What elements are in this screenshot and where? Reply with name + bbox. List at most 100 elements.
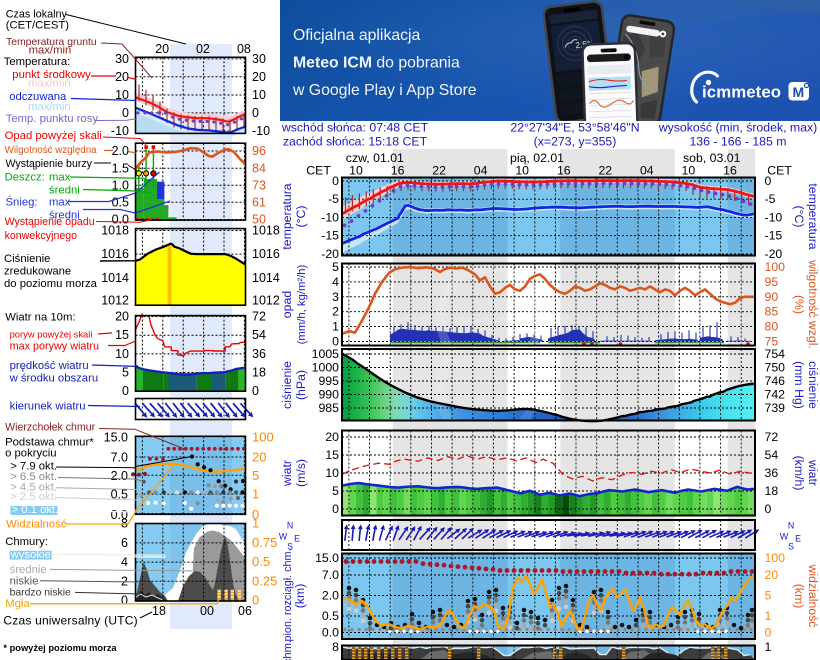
- svg-text:S: S: [287, 542, 293, 552]
- svg-text:16: 16: [723, 164, 737, 178]
- svg-text:punkt środkowy: punkt środkowy: [12, 69, 91, 81]
- svg-text:16: 16: [557, 164, 571, 178]
- svg-text:odczuwana: odczuwana: [9, 91, 67, 103]
- svg-text:5: 5: [122, 366, 129, 380]
- svg-text:zachm.: zachm.: [282, 640, 294, 660]
- svg-text:(x=273, y=355): (x=273, y=355): [534, 135, 617, 149]
- svg-text:temperatura: temperatura: [280, 183, 294, 249]
- svg-text:CET: CET: [306, 164, 331, 178]
- svg-text:prędkość wiatru: prędkość wiatru: [10, 360, 89, 372]
- svg-text:754: 754: [765, 347, 786, 361]
- svg-text:6: 6: [121, 536, 128, 550]
- svg-text:(m/s): (m/s): [294, 459, 308, 487]
- svg-text:1005: 1005: [312, 347, 340, 361]
- svg-text:-10: -10: [252, 124, 270, 138]
- svg-text:bardzo niskie: bardzo niskie: [10, 588, 71, 599]
- svg-text:10: 10: [252, 88, 266, 102]
- svg-text:0: 0: [252, 507, 259, 522]
- svg-text:20: 20: [115, 310, 129, 324]
- svg-text:-15: -15: [765, 229, 783, 243]
- svg-text:Wystąpienie burzy: Wystąpienie burzy: [6, 158, 93, 170]
- svg-text:10: 10: [115, 347, 129, 361]
- svg-text:(%): (%): [792, 295, 806, 314]
- svg-text:00: 00: [200, 604, 214, 618]
- svg-text:18: 18: [252, 366, 266, 380]
- svg-text:max/min: max/min: [29, 45, 72, 57]
- svg-text:0.75: 0.75: [252, 535, 277, 550]
- svg-text:15.0: 15.0: [104, 430, 128, 444]
- svg-text:S: S: [788, 542, 794, 552]
- svg-text:100: 100: [765, 260, 786, 274]
- svg-text:wiatr: wiatr: [280, 460, 294, 487]
- svg-text:(hPa): (hPa): [294, 370, 308, 400]
- svg-text:10: 10: [349, 164, 363, 178]
- svg-text:1016: 1016: [252, 247, 280, 261]
- svg-text:2.5°: 2.5°: [575, 39, 591, 51]
- svg-text:pion. rozciągł. chm.: pion. rozciągł. chm.: [282, 548, 294, 641]
- svg-text:136 - 166 - 185 m: 136 - 166 - 185 m: [689, 135, 786, 149]
- svg-text:Wiatr na 10m:: Wiatr na 10m:: [5, 311, 75, 323]
- svg-text:4: 4: [332, 275, 339, 289]
- svg-text:(mm/h, kg/m²/h): (mm/h, kg/m²/h): [296, 264, 308, 344]
- svg-text:N: N: [788, 521, 794, 531]
- svg-text:ciśnienie: ciśnienie: [806, 361, 820, 409]
- svg-text:0.5: 0.5: [252, 554, 270, 569]
- svg-text:02: 02: [196, 42, 210, 56]
- svg-text:E: E: [795, 534, 801, 544]
- svg-text:84: 84: [252, 161, 266, 175]
- svg-text:wilgotność wzgl.: wilgotność wzgl.: [806, 259, 820, 349]
- svg-text:1: 1: [765, 609, 772, 623]
- svg-text:Ciśnienie: Ciśnienie: [4, 253, 50, 265]
- svg-text:5: 5: [252, 468, 259, 483]
- svg-text:Deszcz:: Deszcz:: [5, 172, 45, 184]
- svg-text:1: 1: [332, 320, 339, 334]
- svg-text:0.5: 0.5: [322, 609, 339, 623]
- svg-text:30: 30: [115, 52, 129, 66]
- svg-text:max/min: max/min: [28, 77, 71, 89]
- svg-text:0: 0: [122, 384, 129, 398]
- svg-text:750: 750: [765, 361, 786, 375]
- svg-text:Temp. punktu rosy: Temp. punktu rosy: [6, 113, 99, 125]
- svg-text:61: 61: [252, 195, 266, 209]
- svg-text:-20: -20: [765, 247, 783, 261]
- svg-text:20: 20: [115, 70, 129, 84]
- svg-text:0: 0: [765, 502, 772, 516]
- svg-text:5: 5: [765, 589, 772, 603]
- svg-text:0: 0: [765, 626, 772, 640]
- svg-text:990: 990: [318, 388, 339, 402]
- svg-text:Temperatura gruntu: Temperatura gruntu: [6, 37, 97, 48]
- svg-text:80: 80: [765, 320, 779, 334]
- svg-text:7.0: 7.0: [111, 450, 128, 464]
- svg-text:2.0: 2.0: [112, 144, 129, 158]
- svg-text:22: 22: [432, 164, 446, 178]
- svg-text:10: 10: [115, 88, 129, 102]
- svg-text:0: 0: [252, 106, 259, 120]
- svg-text:wysokość (min, środek, max): wysokość (min, środek, max): [658, 121, 818, 135]
- svg-text:(mm Hg): (mm Hg): [792, 361, 806, 409]
- svg-text:04: 04: [474, 164, 488, 178]
- svg-text:-20: -20: [321, 247, 339, 261]
- svg-text:15.0: 15.0: [315, 551, 339, 565]
- svg-text:-10: -10: [321, 210, 339, 224]
- svg-text:30: 30: [252, 52, 266, 66]
- svg-text:W: W: [780, 532, 789, 542]
- svg-text:Śnieg:: Śnieg:: [6, 196, 38, 209]
- svg-text:W: W: [279, 532, 288, 542]
- svg-text:do poziomu morza: do poziomu morza: [4, 278, 98, 290]
- svg-text:(km): (km): [792, 584, 806, 609]
- svg-text:08: 08: [237, 42, 251, 56]
- svg-text:> 7.9 okt.: > 7.9 okt.: [10, 461, 57, 473]
- svg-text:wysokie: wysokie: [10, 549, 51, 561]
- svg-text:2.0: 2.0: [322, 589, 339, 603]
- svg-text:100: 100: [765, 551, 786, 565]
- svg-text:0: 0: [121, 594, 128, 608]
- svg-text:5: 5: [332, 484, 339, 498]
- svg-text:2.0: 2.0: [111, 469, 128, 483]
- svg-text:20: 20: [325, 430, 339, 444]
- svg-text:985: 985: [318, 401, 339, 415]
- svg-text:20: 20: [765, 568, 779, 582]
- svg-text:Czas uniwersalny (UTC): Czas uniwersalny (UTC): [3, 614, 137, 628]
- svg-text:> 2.5 okt.: > 2.5 okt.: [10, 491, 57, 503]
- svg-text:wschód słońca: 07:48 CET: wschód słońca: 07:48 CET: [281, 121, 429, 135]
- svg-text:zachód słońca: 15:18 CET: zachód słońca: 15:18 CET: [283, 135, 428, 149]
